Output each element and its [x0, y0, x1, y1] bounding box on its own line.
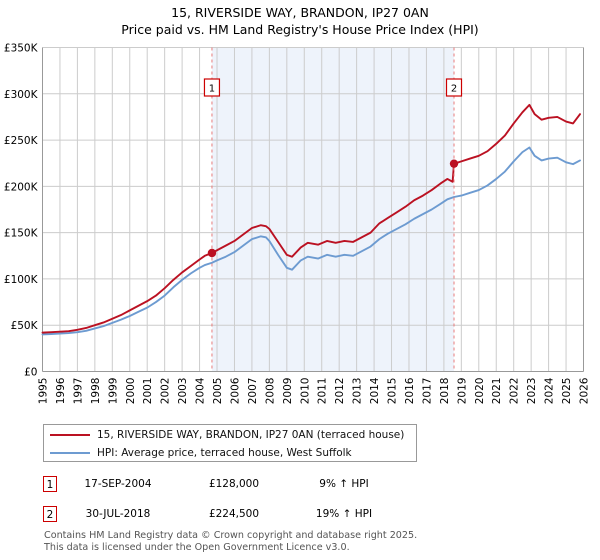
x-axis-tick-label: 2008 [264, 378, 276, 405]
x-axis-tick-label: 2010 [299, 378, 311, 405]
transaction-index-badge: 1 [43, 476, 57, 492]
x-axis-tick-label: 2002 [160, 378, 172, 405]
series-line-price-paid [41, 103, 581, 334]
transaction-index-badge: 2 [43, 506, 57, 522]
x-axis-tick-label: 2026 [579, 377, 591, 404]
legend-label-price-paid: 15, RIVERSIDE WAY, BRANDON, IP27 0AN (te… [97, 429, 405, 441]
page-title: 15, RIVERSIDE WAY, BRANDON, IP27 0AN [171, 5, 429, 20]
sale-marker-badge [445, 78, 463, 97]
x-axis-tick-label: 1997 [72, 378, 84, 405]
attribution-line-1: Contains HM Land Registry data © Crown c… [44, 530, 418, 541]
legend-color-swatch-hpi [50, 452, 90, 454]
y-axis-tick-label: £0 [24, 367, 37, 379]
transaction-row: 1 17-SEP-2004 £128,000 9% ↑ HPI [43, 474, 463, 494]
series-line-hpi [41, 146, 581, 336]
x-axis-tick-label: 2018 [439, 378, 451, 405]
x-axis-tick-label: 2019 [456, 378, 468, 405]
sale-marker-badge-label: 1 [209, 84, 215, 95]
x-axis-tick-label: 2000 [125, 378, 137, 405]
transaction-price: £224,500 [208, 508, 260, 520]
legend-color-swatch-price-paid [50, 434, 90, 436]
x-axis-tick-label: 2014 [369, 377, 381, 404]
ownership-period-shading [211, 47, 455, 372]
x-axis-tick-label: 2011 [317, 378, 329, 405]
sale-point-marker [207, 248, 217, 258]
x-axis-tick-label: 2015 [387, 378, 399, 405]
x-axis-tick-label: 2004 [195, 377, 207, 404]
transaction-price: £128,000 [208, 478, 260, 490]
page-subtitle: Price paid vs. HM Land Registry's House … [121, 22, 479, 37]
chart-legend: 15, RIVERSIDE WAY, BRANDON, IP27 0AN (te… [43, 424, 417, 462]
price-history-line-chart: 1995 1996 1997 1998 1999 2000 2001 2002 2003 2004… [4, 43, 591, 405]
attribution-line-2: This data is licensed under the Open Gov… [44, 541, 350, 553]
x-axis-tick-label: 2024 [544, 377, 556, 404]
sale-marker-badge [203, 78, 221, 97]
x-axis-tick-label: 1999 [107, 378, 119, 405]
x-axis-tick-label: 1996 [55, 377, 67, 404]
x-axis-tick-label: 2007 [247, 378, 259, 405]
x-axis-tick-label: 2016 [404, 377, 416, 404]
x-axis-tick-label: 2001 [142, 378, 154, 405]
y-axis-tick-label: £200K [4, 181, 39, 193]
x-axis-tick-label: 1998 [90, 378, 102, 405]
legend-item-price-paid: 15, RIVERSIDE WAY, BRANDON, IP27 0AN (te… [50, 426, 416, 444]
y-axis-tick-label: £150K [4, 228, 39, 240]
x-axis-tick-label: 2021 [491, 378, 503, 405]
transaction-date: 17-SEP-2004 [84, 478, 152, 490]
y-axis-tick-label: £250K [4, 135, 39, 147]
sale-marker-badge-label: 2 [451, 84, 457, 95]
attribution-footer: Contains HM Land Registry data © Crown c… [44, 530, 584, 553]
x-axis-tick-label: 2022 [509, 378, 521, 405]
y-axis-tick-label: £100K [4, 274, 39, 286]
y-axis-tick-label: £300K [4, 89, 39, 101]
x-axis-tick-label: 2017 [421, 378, 433, 405]
transaction-hpi-delta: 9% ↑ HPI [319, 478, 369, 490]
chart-title-block: 15, RIVERSIDE WAY, BRANDON, IP27 0AN Pri… [0, 0, 600, 38]
x-axis-tick-label: 2023 [526, 378, 538, 405]
x-axis-tick-label: 2009 [282, 378, 294, 405]
x-axis-tick-label: 2020 [474, 378, 486, 405]
x-axis-tick-label: 2025 [561, 378, 573, 405]
transaction-hpi-delta: 19% ↑ HPI [315, 508, 373, 520]
x-axis-tick-label: 2005 [212, 378, 224, 405]
x-axis-tick-label: 2006 [229, 377, 241, 404]
x-axis-tick-label: 2013 [352, 378, 364, 405]
sale-point-marker [449, 159, 459, 168]
y-axis-tick-label: £50K [11, 320, 39, 332]
x-axis-tick-label: 1995 [38, 378, 50, 405]
legend-label-hpi: HPI: Average price, terraced house, West… [97, 447, 352, 459]
y-axis-tick-label: £350K [4, 43, 39, 55]
transaction-row: 2 30-JUL-2018 £224,500 19% ↑ HPI [43, 504, 463, 524]
x-axis-tick-label: 2012 [334, 378, 346, 405]
x-axis-tick-label: 2003 [177, 378, 189, 405]
transaction-date: 30-JUL-2018 [85, 508, 151, 520]
legend-item-hpi: HPI: Average price, terraced house, West… [50, 444, 416, 462]
chart-plot-area: 1995 1996 1997 1998 1999 2000 2001 2002 2003 2004… [4, 43, 591, 405]
